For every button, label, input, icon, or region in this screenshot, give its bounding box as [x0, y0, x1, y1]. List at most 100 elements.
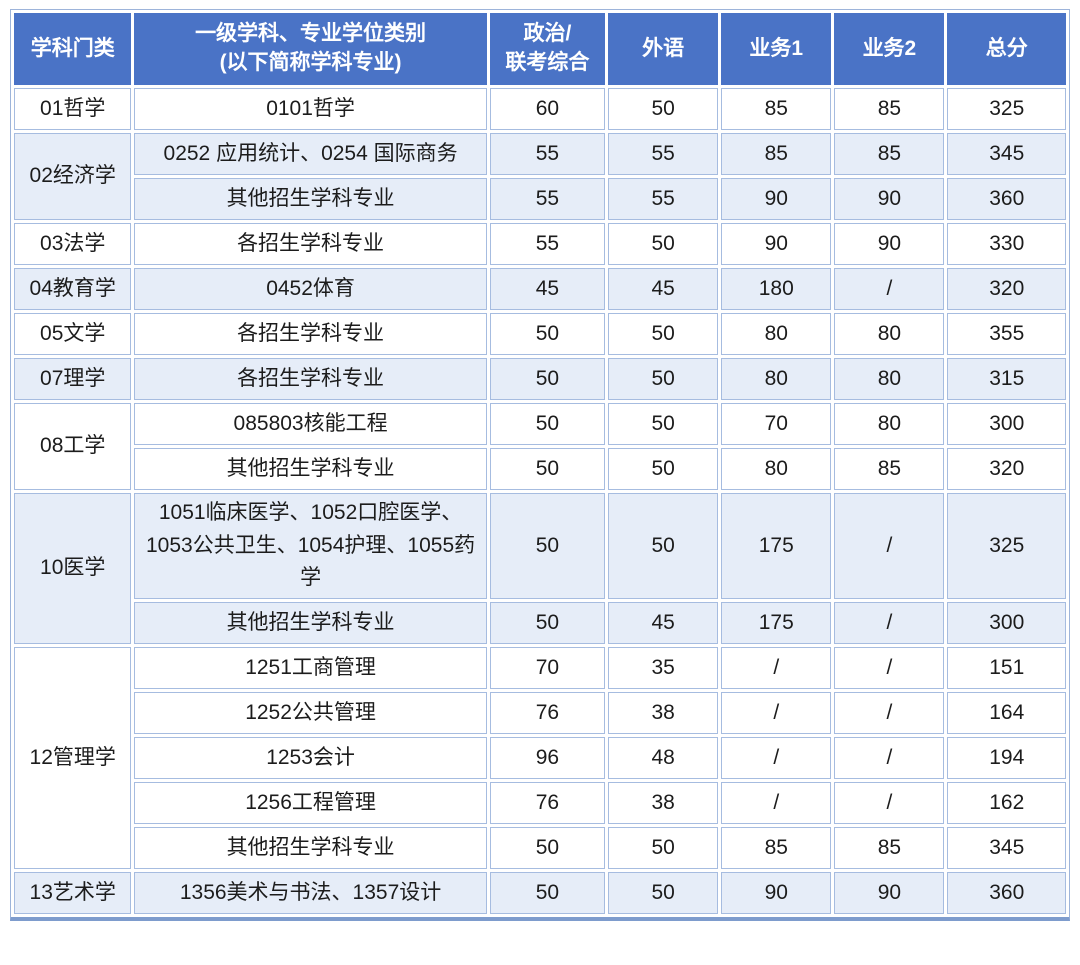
business2-score-cell: 90 [834, 872, 945, 914]
total-score-cell: 360 [947, 178, 1066, 220]
business1-score-cell: 175 [721, 493, 832, 599]
total-score-cell: 300 [947, 602, 1066, 644]
business2-score-cell: 90 [834, 223, 945, 265]
business1-score-cell: 85 [721, 88, 832, 130]
total-score-cell: 355 [947, 313, 1066, 355]
header-label-business1: 业务1 [749, 36, 804, 60]
total-score-cell: 320 [947, 268, 1066, 310]
header-cell-category: 学科门类 [14, 13, 132, 85]
foreign-score-cell: 50 [608, 223, 719, 265]
total-score-cell: 345 [947, 133, 1066, 175]
business2-score-cell: 85 [834, 88, 945, 130]
table-row: 13艺术学 1356美术与书法、1357设计 50 50 90 90 360 [14, 872, 1066, 914]
table-row: 07理学 各招生学科专业 50 50 80 80 315 [14, 358, 1066, 400]
header-cell-foreign: 外语 [608, 13, 719, 85]
table-row: 03法学 各招生学科专业 55 50 90 90 330 [14, 223, 1066, 265]
header-cell-politics: 政治/ 联考综合 [489, 13, 606, 85]
header-cell-major: 一级学科、专业学位类别 (以下简称学科专业) [134, 13, 487, 85]
politics-score-cell: 55 [489, 223, 606, 265]
business2-score-cell: 90 [834, 178, 945, 220]
foreign-score-cell: 38 [608, 692, 719, 734]
foreign-score-cell: 50 [608, 403, 719, 445]
table-row: 10医学 1051临床医学、1052口腔医学、1053公共卫生、1054护理、10… [14, 493, 1066, 644]
category-cell: 13艺术学 [14, 872, 132, 914]
major-cell: 0452体育 [134, 268, 487, 310]
header-cell-total: 总分 [947, 13, 1066, 85]
major-cell: 1356美术与书法、1357设计 [134, 872, 487, 914]
major-cell: 085803核能工程 [134, 403, 487, 445]
category-cell: 01哲学 [14, 88, 132, 130]
business1-score-cell: 90 [721, 872, 832, 914]
header-label-politics-line2: 联考综合 [505, 51, 590, 74]
business1-score-cell: 80 [721, 313, 832, 355]
business1-score-cell: / [721, 737, 832, 779]
total-score-cell: 315 [947, 358, 1066, 400]
header-label-major-line2: (以下简称学科专业) [219, 51, 402, 74]
table-row: 12管理学 1251工商管理 70 35//151 [14, 647, 1066, 869]
foreign-score-cell: 50 [608, 448, 719, 490]
business2-score-cell: / [834, 268, 945, 310]
table-row: 02经济学 0252 应用统计、0254 国际商务 55 55 85 85 345 [14, 133, 1066, 220]
business1-score-cell: 70 [721, 403, 832, 445]
header-label-major-line1: 一级学科、专业学位类别 [195, 22, 427, 46]
major-cell: 其他招生学科专业 [134, 178, 487, 220]
politics-score-cell: 45 [489, 268, 606, 310]
politics-score-cell: 50 [489, 827, 606, 869]
business2-score-cell: 85 [834, 133, 945, 175]
business2-score-cell: 80 [834, 358, 945, 400]
politics-score-cell: 50 [489, 358, 606, 400]
header-label-category: 学科门类 [30, 36, 115, 60]
admission-score-table: 学科门类 一级学科、专业学位类别 (以下简称学科专业) 政治/ 联考综合 外语 … [10, 9, 1070, 921]
total-score-cell: 330 [947, 223, 1066, 265]
foreign-score-cell: 35 [608, 647, 719, 689]
business2-score-cell: / [834, 692, 945, 734]
category-cell: 10医学 [14, 493, 132, 644]
admission-score-table-container: 学科门类 一级学科、专业学位类别 (以下简称学科专业) 政治/ 联考综合 外语 … [10, 9, 1070, 921]
politics-score-cell: 70 [489, 647, 606, 689]
table-row: 其他招生学科专业 50 45 175/300 [14, 602, 1066, 644]
major-cell: 各招生学科专业 [134, 223, 487, 265]
major-cell: 其他招生学科专业 [134, 602, 487, 644]
politics-score-cell: 50 [489, 872, 606, 914]
politics-score-cell: 60 [489, 88, 606, 130]
table-row: 01哲学 0101哲学 60 50 85 85 325 [14, 88, 1066, 130]
foreign-score-cell: 50 [608, 493, 719, 599]
table-row: 其他招生学科专业 55 55 90 90 360 [14, 178, 1066, 220]
table-row: 1253会计 96 48//194 [14, 737, 1066, 779]
business1-score-cell: 180 [721, 268, 832, 310]
major-cell: 1253会计 [134, 737, 487, 779]
business2-score-cell: / [834, 493, 945, 599]
table-row: 08工学 085803核能工程 50 50 70 80 300 [14, 403, 1066, 490]
total-score-cell: 164 [947, 692, 1066, 734]
category-cell: 04教育学 [14, 268, 132, 310]
total-score-cell: 345 [947, 827, 1066, 869]
business2-score-cell: 80 [834, 313, 945, 355]
business2-score-cell: / [834, 782, 945, 824]
major-cell: 1256工程管理 [134, 782, 487, 824]
foreign-score-cell: 50 [608, 827, 719, 869]
foreign-score-cell: 50 [608, 872, 719, 914]
politics-score-cell: 55 [489, 133, 606, 175]
total-score-cell: 360 [947, 872, 1066, 914]
header-cell-business2: 业务2 [834, 13, 945, 85]
major-cell: 其他招生学科专业 [134, 448, 487, 490]
politics-score-cell: 50 [489, 448, 606, 490]
category-cell: 02经济学 [14, 133, 132, 220]
business2-score-cell: 80 [834, 403, 945, 445]
politics-score-cell: 55 [489, 178, 606, 220]
table-row: 1256工程管理 76 38//162 [14, 782, 1066, 824]
major-cell: 1252公共管理 [134, 692, 487, 734]
business1-score-cell: 90 [721, 223, 832, 265]
business1-score-cell: 80 [721, 358, 832, 400]
business1-score-cell: / [721, 647, 832, 689]
total-score-cell: 325 [947, 88, 1066, 130]
total-score-cell: 194 [947, 737, 1066, 779]
major-cell: 0101哲学 [134, 88, 487, 130]
table-body: 01哲学 0101哲学 60 50 85 85 325 02经济学 0252 应用统计、0254… [14, 88, 1066, 914]
politics-score-cell: 50 [489, 403, 606, 445]
header-label-business2: 业务2 [862, 36, 917, 60]
business1-score-cell: 85 [721, 827, 832, 869]
foreign-score-cell: 55 [608, 178, 719, 220]
category-cell: 03法学 [14, 223, 132, 265]
business1-score-cell: 80 [721, 448, 832, 490]
